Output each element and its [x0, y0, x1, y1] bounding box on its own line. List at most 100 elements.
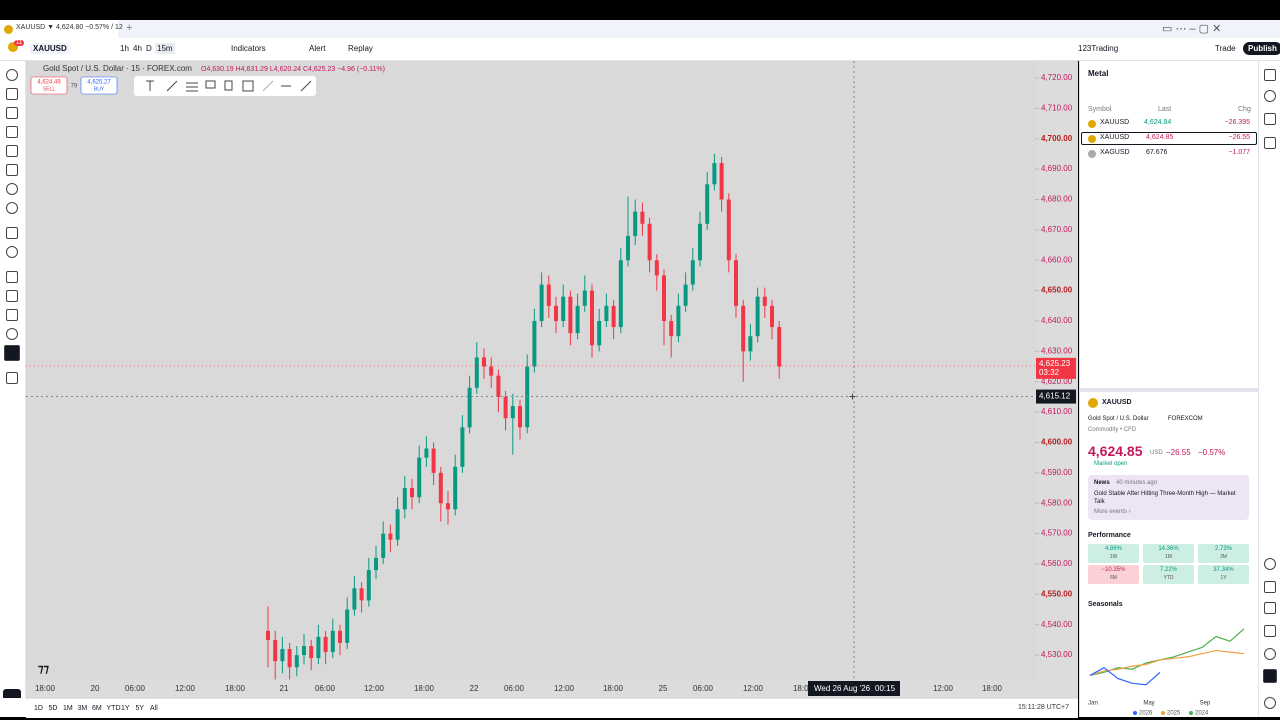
tool-icon[interactable] — [205, 80, 216, 89]
x-tick-label: 22 — [470, 684, 479, 693]
selected-row[interactable] — [1081, 132, 1257, 145]
performance-cell[interactable] — [1198, 565, 1249, 584]
interval-active[interactable]: 15m — [155, 43, 175, 54]
symbol-search[interactable]: XAUUSD — [30, 43, 70, 54]
buy-button[interactable] — [80, 76, 118, 95]
indicators-button[interactable]: Indicators — [231, 44, 266, 53]
range-button[interactable]: 3M — [77, 705, 88, 712]
tool-icon[interactable] — [146, 80, 154, 91]
new-tab[interactable]: + — [126, 22, 133, 34]
tab-icon — [4, 25, 13, 34]
tool-icon[interactable] — [224, 80, 233, 91]
candle-body — [496, 375, 501, 397]
interval[interactable]: D — [146, 44, 152, 53]
tool-icon[interactable] — [242, 80, 254, 92]
candle-body — [654, 260, 659, 276]
tab[interactable] — [0, 20, 118, 38]
row-change: −26.55 — [1228, 134, 1250, 141]
y-tick-label: 4,630.00 — [1041, 346, 1073, 355]
tool-icon[interactable] — [6, 164, 18, 176]
tool-icon[interactable] — [6, 88, 18, 100]
tool-icon[interactable] — [6, 271, 18, 283]
tool-icon[interactable] — [186, 82, 198, 92]
tool-icon[interactable] — [300, 80, 312, 92]
range-button[interactable]: 5Y — [135, 705, 145, 712]
trade-button[interactable]: Trade — [1215, 44, 1236, 53]
news-card[interactable] — [1088, 475, 1249, 520]
candle-body — [381, 533, 386, 558]
range-button[interactable]: All — [150, 705, 158, 712]
sidebar-icon[interactable] — [1264, 90, 1276, 102]
clock: 15:11:28 UTC+7 — [1018, 704, 1070, 711]
sell-button[interactable] — [30, 76, 68, 95]
y-tick-label: 4,690.00 — [1041, 164, 1073, 173]
row-symbol[interactable]: XAUUSD — [1100, 134, 1130, 141]
publish-button[interactable]: Publish — [1243, 42, 1280, 55]
x-tick-label: Jan — [1088, 701, 1098, 707]
sidebar-icon[interactable] — [1263, 669, 1277, 683]
performance-cell[interactable] — [1143, 544, 1194, 563]
candle-body — [446, 503, 450, 510]
tool-icon[interactable] — [6, 290, 18, 302]
avatar[interactable] — [8, 42, 18, 52]
performance-cell[interactable] — [1088, 544, 1139, 563]
range-button[interactable]: 1D — [34, 705, 43, 712]
row-symbol[interactable]: XAGUSD — [1100, 149, 1130, 156]
tool-icon[interactable] — [166, 80, 178, 92]
sidebar-icon[interactable] — [1264, 625, 1276, 637]
performance-cell[interactable] — [1198, 544, 1249, 563]
tool-icon[interactable] — [6, 202, 18, 214]
range-button[interactable]: 5D — [48, 705, 58, 712]
interval[interactable]: 1h — [120, 44, 129, 53]
y-tick-label: 4,600.00 — [1041, 438, 1073, 447]
sidebar-icon[interactable] — [1264, 69, 1276, 81]
candle-body — [395, 509, 400, 540]
layout-name[interactable]: 123Trading — [1078, 44, 1119, 53]
x-tick-label: 18:00 — [35, 684, 56, 693]
countdown: 03:32 — [1039, 368, 1060, 377]
range-button[interactable]: YTD — [106, 705, 121, 712]
performance-cell[interactable] — [1088, 565, 1139, 584]
range-button[interactable]: 1Y — [121, 705, 130, 712]
sidebar-icon[interactable] — [1264, 602, 1276, 614]
tool-icon[interactable] — [6, 69, 18, 81]
floating-tools — [146, 80, 312, 92]
performance-period: 3M — [1220, 554, 1227, 560]
tool-icon[interactable] — [6, 145, 18, 157]
seasonals-chart: Jan May Sep 2026 2025 2024 — [1088, 628, 1245, 717]
x-tick-label: 18:00 — [225, 684, 246, 693]
tool-icon[interactable] — [6, 309, 18, 321]
watchlist-title[interactable]: Metal — [1088, 69, 1109, 78]
seasonal-line — [1089, 628, 1245, 677]
interval[interactable]: 4h — [133, 44, 142, 53]
tool-icon[interactable] — [6, 227, 18, 239]
tool-icon[interactable] — [262, 80, 274, 92]
tool-icon[interactable] — [6, 183, 18, 195]
range-button[interactable]: 1M — [63, 705, 73, 712]
row-symbol[interactable]: XAUUSD — [1100, 119, 1130, 126]
trash-icon[interactable] — [6, 372, 18, 384]
performance-period: 1Y — [1220, 575, 1227, 581]
sidebar-icon[interactable] — [1264, 558, 1276, 570]
range-button[interactable]: 6M — [92, 705, 102, 712]
sidebar-icon[interactable] — [1264, 697, 1276, 709]
candle-body — [546, 284, 551, 306]
tool-icon[interactable] — [6, 126, 18, 138]
tool-icon-active[interactable] — [4, 345, 20, 361]
alert-button[interactable]: Alert — [309, 44, 326, 53]
sidebar-icon[interactable] — [1264, 648, 1276, 660]
performance-cell[interactable] — [1143, 565, 1194, 584]
sidebar-icon[interactable] — [1264, 113, 1276, 125]
tool-icon[interactable] — [6, 107, 18, 119]
details-symbol: XAUUSD — [1102, 399, 1132, 406]
candle-body — [330, 630, 335, 653]
window-controls: ▭ ⋯ – ▢ ✕ — [1162, 23, 1222, 35]
panel-divider — [1080, 388, 1259, 392]
sidebar-icon[interactable] — [1264, 137, 1276, 149]
news-more[interactable]: More events › — [1094, 509, 1131, 515]
sidebar-icon[interactable] — [1264, 581, 1276, 593]
replay-button[interactable]: Replay — [348, 44, 373, 53]
market-status: Market open — [1094, 461, 1128, 467]
tool-icon[interactable] — [6, 328, 18, 340]
tool-icon[interactable] — [6, 246, 18, 258]
